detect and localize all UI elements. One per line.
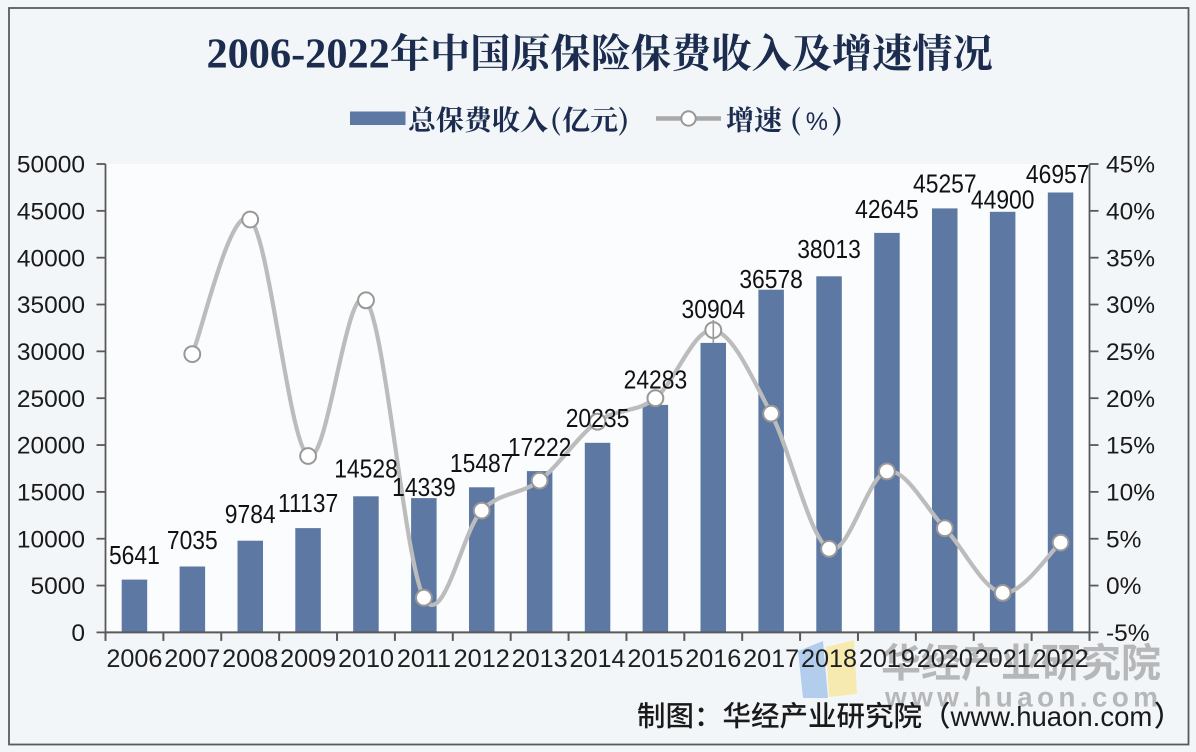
svg-text:2013: 2013 [512,645,568,673]
svg-text:40%: 40% [1106,198,1155,225]
svg-text:2009: 2009 [280,645,336,673]
svg-text:15487: 15487 [450,450,514,479]
svg-text:46957: 46957 [1026,161,1090,190]
svg-text:30904: 30904 [682,296,746,325]
svg-text:www.huaon.com: www.huaon.com [884,682,1162,713]
svg-text:7035: 7035 [167,527,218,556]
svg-text:2012: 2012 [454,645,510,673]
svg-text:2021: 2021 [975,645,1031,673]
svg-text:-5%: -5% [1106,620,1150,647]
svg-text:0%: 0% [1106,573,1141,600]
svg-text:45000: 45000 [17,198,85,225]
svg-text:2018: 2018 [801,645,857,673]
svg-text:5000: 5000 [30,573,85,600]
svg-text:15%: 15% [1106,433,1155,460]
svg-text:2019: 2019 [859,645,915,673]
svg-text:2006: 2006 [106,645,162,673]
svg-text:2014: 2014 [569,645,625,673]
svg-text:20000: 20000 [17,433,85,460]
svg-text:35%: 35% [1106,245,1155,272]
svg-text:42645: 42645 [855,196,919,225]
svg-text:15000: 15000 [17,480,85,507]
svg-text:2010: 2010 [338,645,394,673]
svg-text:20%: 20% [1106,386,1155,413]
svg-text:25000: 25000 [17,386,85,413]
svg-text:14528: 14528 [334,455,398,484]
svg-text:0: 0 [71,620,85,647]
svg-text:30000: 30000 [17,339,85,366]
svg-text:45%: 45% [1106,152,1155,179]
svg-text:11137: 11137 [278,490,338,519]
svg-text:30%: 30% [1106,292,1155,319]
svg-text:10000: 10000 [17,526,85,553]
svg-text:50000: 50000 [17,152,85,179]
svg-text:www.huaon.com: www.huaon.com [950,701,1153,732]
svg-text:38013: 38013 [797,236,861,265]
svg-text:36578: 36578 [739,266,803,295]
svg-text:2006-2022: 2006-2022 [207,31,390,78]
svg-text:2016: 2016 [685,645,741,673]
svg-text:2017: 2017 [743,645,799,673]
svg-text:25%: 25% [1106,339,1155,366]
svg-text:35000: 35000 [17,292,85,319]
svg-text:9784: 9784 [225,501,276,530]
svg-text:24283: 24283 [624,366,688,395]
svg-text:5%: 5% [1106,526,1141,553]
svg-text:14339: 14339 [392,474,456,503]
svg-text:2022: 2022 [1033,645,1089,673]
svg-text:10%: 10% [1106,480,1155,507]
svg-text:2020: 2020 [917,645,973,673]
svg-text:2007: 2007 [164,645,220,673]
svg-text:17222: 17222 [508,434,572,463]
svg-text:2008: 2008 [222,645,278,673]
svg-text:5641: 5641 [109,542,160,571]
svg-text:40000: 40000 [17,245,85,272]
svg-text:2015: 2015 [627,645,683,673]
svg-text:20235: 20235 [566,405,630,434]
svg-text:2011: 2011 [397,645,451,673]
svg-text:44900: 44900 [971,186,1035,215]
svg-text:45257: 45257 [913,170,977,199]
svg-text:%: % [806,108,828,136]
